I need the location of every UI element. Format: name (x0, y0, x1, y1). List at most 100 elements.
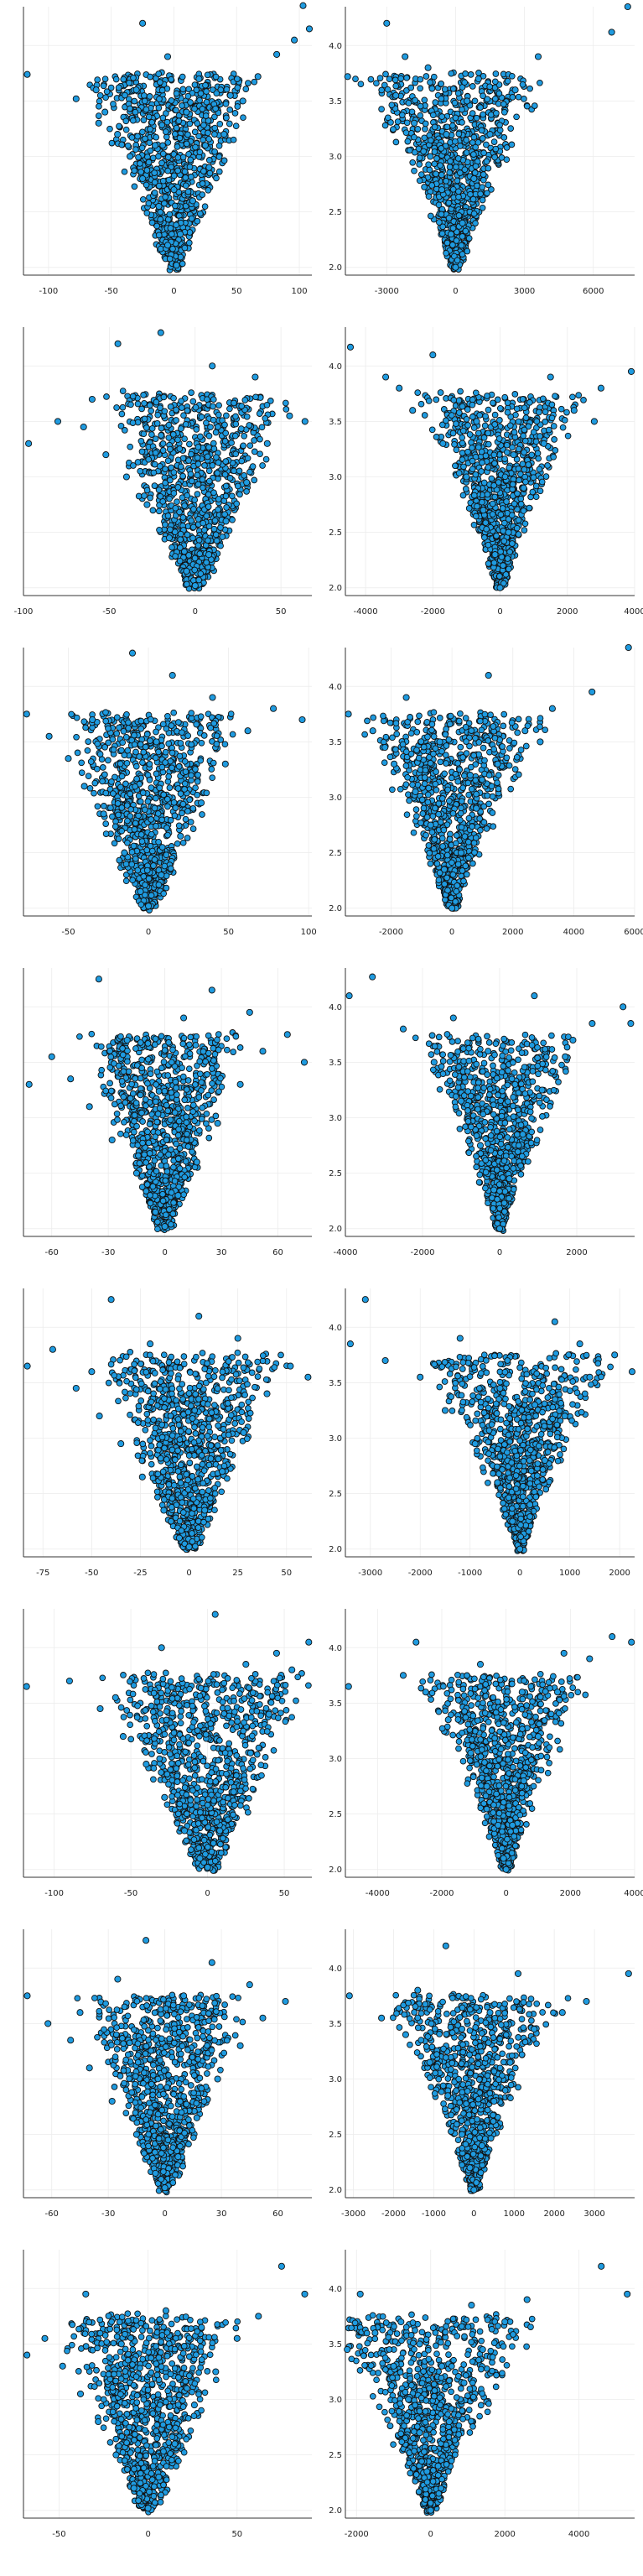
scatter-point (557, 405, 565, 413)
scatter-point (170, 490, 178, 497)
scatter-point (151, 169, 158, 176)
scatter-point (407, 84, 415, 91)
scatter-point (123, 759, 131, 767)
scatter-point (210, 759, 217, 767)
scatter-point (148, 431, 155, 438)
scatter-point (145, 200, 153, 207)
scatter-point (209, 694, 216, 701)
scatter-point (174, 484, 182, 491)
scatter-point (470, 492, 478, 499)
scatter-point (143, 731, 151, 738)
scatter-point (130, 74, 137, 81)
scatter-point (206, 169, 214, 177)
scatter-point (147, 147, 154, 154)
scatter-point (156, 462, 163, 470)
scatter-point (384, 114, 392, 122)
x-tick-label: 6000 (583, 287, 604, 296)
scatter-point (137, 160, 143, 167)
scatter-point (210, 440, 217, 447)
scatter-point (504, 77, 511, 85)
scatter-point (491, 78, 499, 86)
scatter-point (143, 866, 151, 874)
scatter-point (550, 423, 557, 429)
scatter-point (491, 493, 499, 501)
scatter-point (480, 176, 487, 184)
scatter-point (203, 559, 210, 566)
scatter-point (520, 484, 527, 492)
scatter-point (194, 542, 202, 549)
scatter-point (163, 53, 172, 60)
scatter-point (257, 450, 263, 458)
scatter-point (474, 75, 482, 83)
scatter-point (416, 177, 423, 185)
x-tick-label: 50 (231, 287, 242, 296)
scatter-point (127, 443, 134, 450)
scatter-point (99, 778, 106, 785)
x-tick-label: 2000 (557, 607, 578, 617)
scatter-point (165, 421, 173, 429)
scatter-point (381, 759, 388, 767)
scatter-point (118, 141, 126, 148)
scatter-point (490, 138, 498, 145)
scatter-point (189, 825, 197, 832)
scatter-point (421, 134, 428, 142)
scatter-point (155, 232, 163, 239)
scatter-point (470, 521, 478, 528)
scatter-point (458, 242, 465, 249)
scatter-point (151, 804, 158, 812)
scatter-point (471, 97, 479, 105)
scatter-point (367, 75, 375, 83)
scatter-point (119, 403, 127, 411)
scatter-point (474, 429, 482, 437)
scatter-point (370, 714, 377, 721)
scatter-point (189, 804, 197, 812)
scatter-point (205, 129, 211, 137)
scatter-point (425, 398, 433, 404)
scatter-point (173, 406, 179, 414)
scatter-point (417, 75, 424, 83)
scatter-point (301, 418, 309, 425)
scatter-point (449, 429, 457, 437)
scatter-point (492, 70, 500, 77)
scatter-point (240, 114, 246, 122)
scatter-point (547, 373, 554, 381)
scatter-point (189, 523, 197, 531)
scatter-point (82, 724, 89, 731)
scatter-point (108, 778, 115, 785)
scatter-point (185, 239, 193, 247)
scatter-point (486, 131, 494, 138)
scatter-point (454, 90, 462, 97)
scatter-point (192, 784, 199, 792)
scatter-point (193, 426, 200, 433)
scatter-point (459, 450, 466, 456)
scatter-point (174, 436, 181, 444)
scatter-point (195, 576, 203, 584)
scatter-point (496, 404, 504, 412)
scatter-point (84, 747, 91, 754)
scatter-point (209, 774, 216, 782)
scatter-point (191, 554, 199, 562)
scatter-point (179, 73, 186, 81)
scatter-point (497, 511, 505, 518)
scatter-point (127, 806, 134, 813)
scatter-point (189, 197, 196, 205)
scatter-point (184, 732, 192, 739)
scatter-point (174, 154, 182, 161)
scatter-point (437, 389, 444, 396)
scatter-point (201, 526, 208, 533)
scatter-point (194, 471, 201, 479)
scatter-point (172, 504, 179, 512)
scatter-point (452, 263, 459, 271)
scatter-point (210, 489, 217, 497)
scatter-point (232, 413, 239, 420)
scatter-point (143, 210, 151, 216)
scatter-point (117, 783, 124, 791)
scatter-point (523, 102, 531, 110)
scatter-point (504, 409, 511, 416)
scatter-point (157, 209, 164, 216)
scatter-point (78, 769, 86, 777)
scatter-point (116, 856, 123, 864)
scatter-point (226, 120, 233, 127)
scatter-point (101, 108, 109, 116)
y-tick-label: 3.0 (329, 473, 342, 482)
